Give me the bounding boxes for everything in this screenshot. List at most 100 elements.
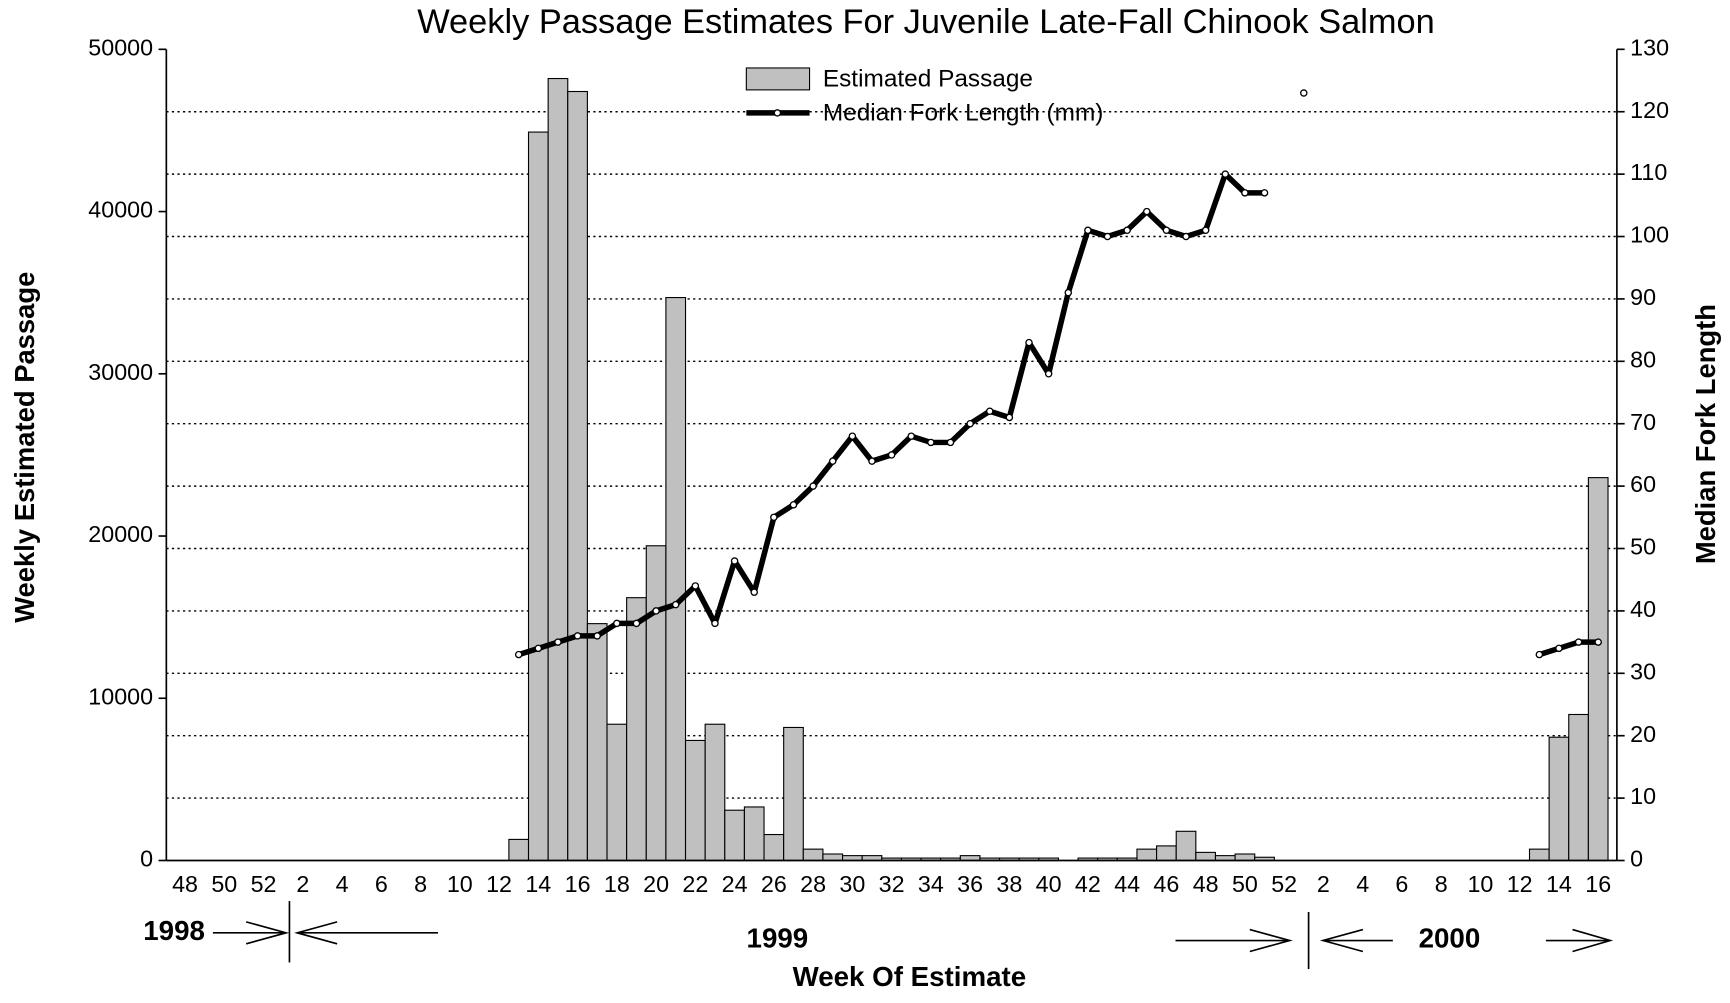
- x-tick-label: 32: [879, 871, 905, 897]
- y2-tick-label: 90: [1630, 284, 1656, 310]
- x-tick-label: 52: [1271, 871, 1297, 897]
- line-marker: [573, 632, 582, 640]
- bar: [1195, 851, 1217, 862]
- x-tick-label: 14: [1546, 871, 1572, 897]
- bar: [567, 90, 588, 862]
- line-marker: [671, 600, 680, 609]
- x-tick-label: 16: [1585, 871, 1611, 897]
- y2-tick-label: 70: [1630, 409, 1656, 435]
- line-marker: [554, 638, 562, 646]
- year-label: 2000: [1419, 923, 1481, 954]
- x-tick-label: 42: [1075, 871, 1101, 897]
- x-tick-label: 28: [800, 871, 826, 897]
- x-tick-label: 8: [414, 871, 427, 897]
- line-marker: [534, 644, 543, 653]
- bar: [822, 853, 844, 862]
- line-marker: [1221, 170, 1230, 178]
- line-marker: [1594, 638, 1602, 646]
- x-tick-label: 4: [1356, 871, 1369, 897]
- x-axis-title: Week Of Estimate: [793, 961, 1027, 992]
- x-tick-label: 18: [604, 871, 630, 897]
- year-label: 1998: [143, 915, 205, 946]
- y2-tick-label: 60: [1630, 471, 1656, 497]
- year-label: 1999: [747, 923, 809, 954]
- x-tick-label: 50: [211, 871, 237, 897]
- line-marker: [750, 588, 758, 596]
- x-tick-label: 16: [565, 871, 591, 897]
- bar: [508, 838, 530, 862]
- line-marker: [613, 619, 621, 628]
- line-marker: [907, 432, 916, 440]
- bar: [606, 723, 628, 862]
- y-axis-title: Weekly Estimated Passage: [9, 272, 40, 623]
- line-marker: [632, 619, 641, 628]
- x-tick-label: 22: [682, 871, 708, 897]
- bar: [1136, 848, 1158, 862]
- line-marker: [927, 438, 935, 447]
- bar: [626, 597, 647, 862]
- line-marker: [887, 451, 896, 459]
- bar: [586, 623, 608, 862]
- line-marker: [1260, 189, 1269, 197]
- bar: [665, 296, 687, 862]
- line-marker: [593, 632, 601, 640]
- x-tick-label: 12: [486, 871, 512, 897]
- x-tick-label: 44: [1114, 871, 1140, 897]
- x-tick-label: 48: [172, 871, 198, 897]
- bar: [547, 77, 569, 862]
- chart-title: Weekly Passage Estimates For Juvenile La…: [417, 3, 1435, 41]
- x-tick-label: 52: [251, 871, 277, 897]
- line-marker: [514, 650, 523, 659]
- line-marker: [1162, 226, 1171, 235]
- y2-tick-label: 130: [1630, 35, 1669, 61]
- x-tick-label: 38: [996, 871, 1022, 897]
- legend-label: Estimated Passage: [823, 66, 1033, 93]
- bar: [1587, 477, 1609, 862]
- bar: [783, 726, 804, 862]
- y-tick-label: 0: [140, 846, 153, 872]
- x-tick-label: 50: [1232, 871, 1258, 897]
- y2-tick-label: 0: [1630, 846, 1643, 872]
- x-tick-label: 2: [1317, 871, 1330, 897]
- x-tick-label: 36: [957, 871, 983, 897]
- x-tick-label: 10: [447, 871, 473, 897]
- y-tick-label: 20000: [88, 521, 153, 547]
- x-tick-label: 4: [336, 871, 349, 897]
- bar: [1568, 713, 1589, 862]
- y-tick-label: 50000: [88, 35, 153, 61]
- line-marker: [730, 557, 739, 565]
- bar: [684, 739, 706, 862]
- x-tick-label: 8: [1435, 871, 1448, 897]
- x-tick-label: 46: [1153, 871, 1179, 897]
- legend-swatch: [745, 67, 811, 91]
- x-tick-label: 26: [761, 871, 787, 897]
- x-tick-label: 30: [839, 871, 865, 897]
- line-marker: [828, 457, 837, 465]
- x-tick-label: 2: [296, 871, 309, 897]
- y-tick-label: 40000: [88, 197, 153, 223]
- line-marker: [1201, 226, 1210, 235]
- bar: [763, 833, 785, 862]
- line-marker: [966, 419, 974, 428]
- bar: [645, 545, 667, 862]
- y2-tick-label: 120: [1630, 97, 1669, 123]
- y2-tick-label: 50: [1630, 534, 1656, 560]
- x-tick-label: 14: [525, 871, 551, 897]
- line-marker: [770, 513, 778, 522]
- line-marker: [1044, 370, 1053, 378]
- x-tick-label: 12: [1507, 871, 1533, 897]
- x-tick-label: 40: [1036, 871, 1062, 897]
- line-marker: [1103, 232, 1112, 241]
- y2-tick-label: 100: [1630, 222, 1669, 248]
- line-marker: [1005, 413, 1014, 422]
- line-marker: [1300, 89, 1308, 97]
- line-marker: [809, 482, 817, 490]
- year-arrows: [212, 901, 1614, 970]
- legend-marker: [773, 109, 782, 117]
- x-tick-label: 24: [722, 871, 748, 897]
- line-marker: [1084, 226, 1092, 235]
- line-marker: [848, 432, 857, 440]
- line-marker: [985, 407, 994, 415]
- y2-axis-title: Median Fork Length: [1690, 304, 1721, 564]
- line-marker: [691, 582, 700, 590]
